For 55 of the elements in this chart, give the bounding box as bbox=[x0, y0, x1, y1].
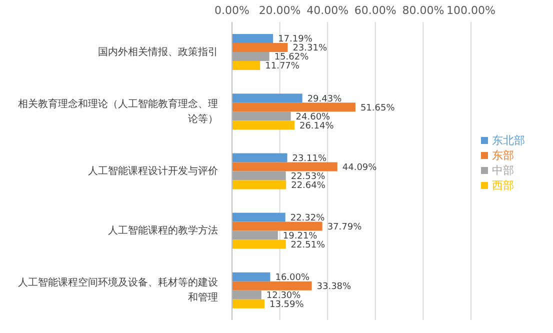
data-label: 17.19% bbox=[278, 34, 313, 45]
bar bbox=[232, 222, 322, 231]
y-tick-label: 人工智能课程的教学方法 bbox=[108, 224, 218, 236]
bar bbox=[232, 112, 291, 121]
legend-label: 东部 bbox=[492, 148, 514, 162]
bar bbox=[232, 102, 356, 112]
data-label: 16.00% bbox=[275, 273, 310, 284]
x-tick-label: 60.00% bbox=[354, 4, 396, 17]
x-tick-label: 80.00% bbox=[402, 4, 444, 17]
legend-label: 西部 bbox=[492, 178, 514, 192]
bar bbox=[232, 281, 312, 290]
bar bbox=[232, 162, 338, 172]
data-label: 26.14% bbox=[299, 121, 334, 132]
data-label: 33.38% bbox=[316, 282, 352, 292]
data-label: 29.43% bbox=[307, 94, 342, 104]
data-label: 51.65% bbox=[360, 103, 396, 114]
data-label: 24.60% bbox=[296, 112, 331, 122]
data-label: 22.64% bbox=[291, 180, 326, 191]
x-tick-label: 20.00% bbox=[258, 4, 301, 17]
x-tick-label: 0.00% bbox=[214, 4, 250, 17]
legend-label: 东北部 bbox=[492, 134, 525, 146]
bar bbox=[232, 290, 262, 300]
data-label: 44.09% bbox=[342, 162, 378, 173]
bar bbox=[232, 180, 286, 190]
bar bbox=[232, 171, 286, 180]
bar bbox=[232, 212, 286, 222]
y-tick-label: 国内外相关情报、政策指引 bbox=[98, 46, 218, 58]
bar bbox=[232, 120, 294, 130]
bar bbox=[232, 94, 302, 103]
y-tick-label: 人工智能课程空间环境及设备、耗材等的建设和管理 bbox=[18, 276, 218, 304]
bar bbox=[232, 230, 278, 240]
data-label: 13.59% bbox=[269, 300, 304, 310]
data-label: 15.62% bbox=[274, 52, 310, 63]
bar bbox=[232, 240, 286, 249]
data-label: 11.77% bbox=[265, 62, 300, 72]
bar bbox=[232, 52, 270, 61]
bar bbox=[232, 272, 270, 282]
data-label: 22.53% bbox=[290, 172, 326, 182]
bar bbox=[232, 43, 288, 52]
data-label: 22.51% bbox=[290, 240, 326, 250]
y-tick-label: 人工智能课程设计开发与评价 bbox=[88, 164, 218, 177]
data-label: 37.79% bbox=[327, 222, 362, 232]
bar bbox=[232, 61, 260, 70]
legend-label: 中部 bbox=[492, 164, 514, 176]
bar bbox=[232, 34, 274, 43]
data-label: 23.11% bbox=[292, 154, 327, 164]
data-label: 12.30% bbox=[266, 291, 302, 302]
y-tick-label: 相关教育理念和理论（人工智能教育理念、理论等） bbox=[18, 98, 218, 125]
x-tick-label: 100.00% bbox=[446, 4, 496, 17]
data-label: 23.31% bbox=[292, 44, 328, 54]
data-label: 19.21% bbox=[282, 231, 318, 242]
data-label: 22.32% bbox=[290, 213, 326, 224]
x-tick-label: 40.00% bbox=[306, 4, 349, 17]
bar bbox=[232, 299, 264, 308]
bar bbox=[232, 153, 288, 162]
